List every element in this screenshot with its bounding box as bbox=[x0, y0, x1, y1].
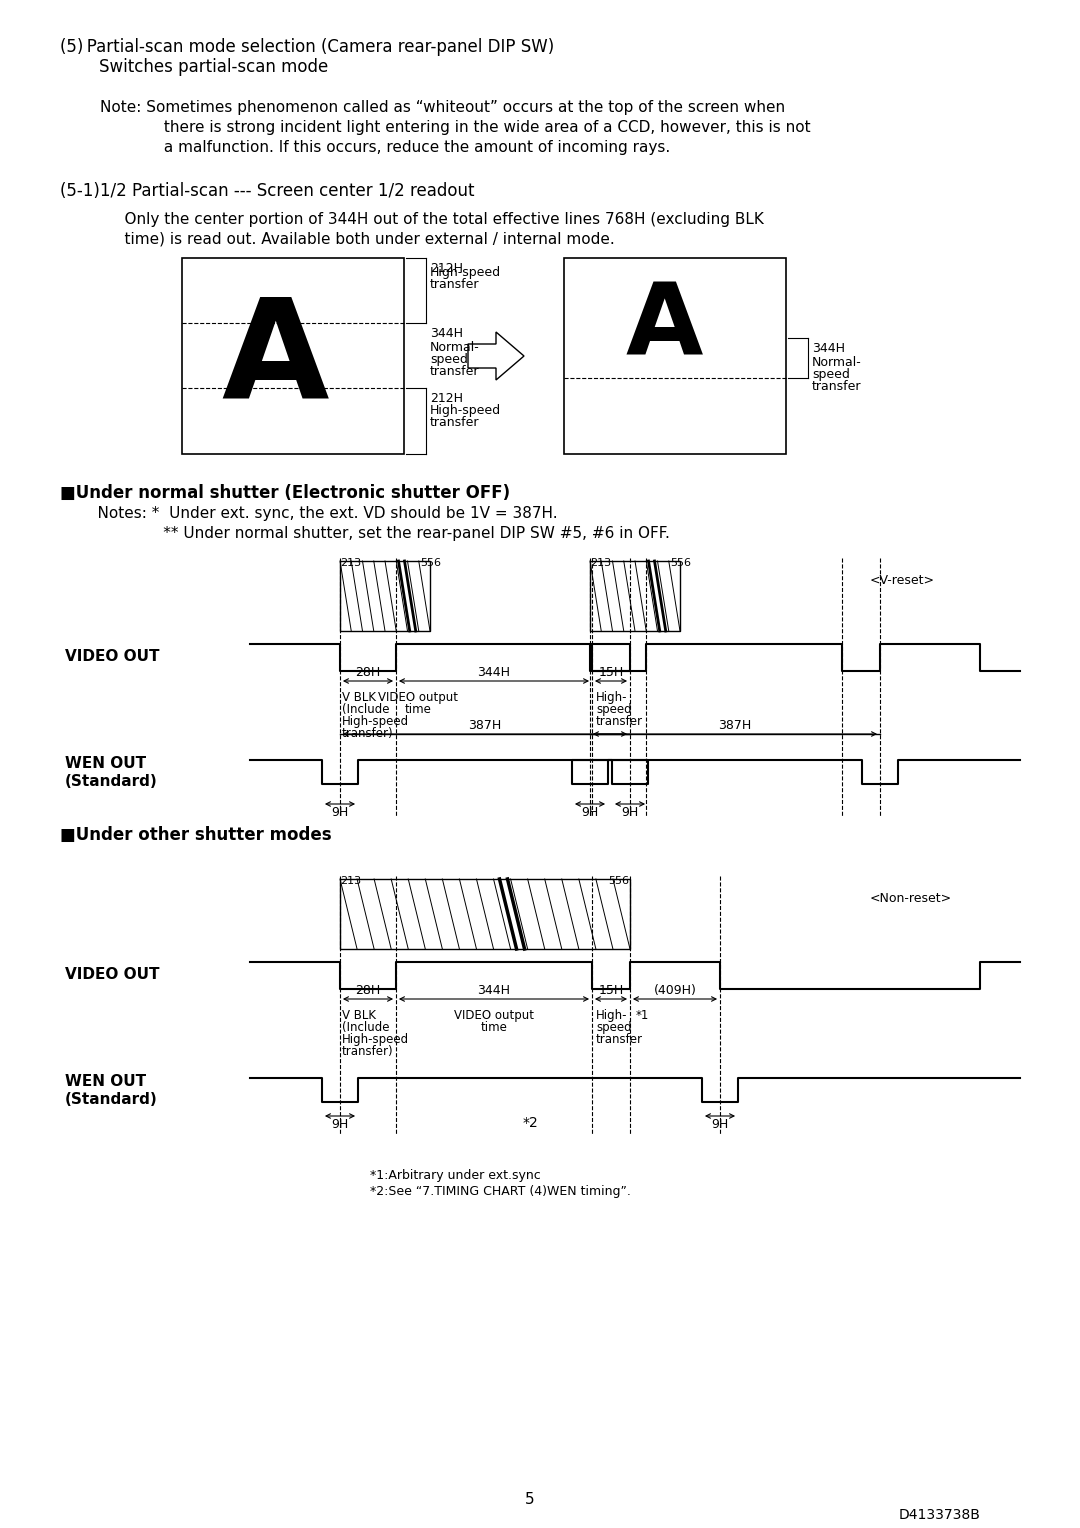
Text: time) is read out. Available both under external / internal mode.: time) is read out. Available both under … bbox=[105, 232, 615, 248]
Text: transfer): transfer) bbox=[342, 727, 393, 740]
Text: 213: 213 bbox=[340, 558, 361, 568]
Text: 556: 556 bbox=[608, 876, 629, 886]
Text: (5-1)1/2 Partial-scan --- Screen center 1/2 readout: (5-1)1/2 Partial-scan --- Screen center … bbox=[60, 182, 474, 200]
Text: (409H): (409H) bbox=[653, 984, 697, 996]
Text: 28H: 28H bbox=[355, 666, 380, 678]
Text: (Standard): (Standard) bbox=[65, 1093, 158, 1106]
Text: speed: speed bbox=[596, 1021, 632, 1034]
Text: a malfunction. If this occurs, reduce the amount of incoming rays.: a malfunction. If this occurs, reduce th… bbox=[120, 141, 671, 154]
Text: transfer: transfer bbox=[430, 365, 480, 377]
Text: transfer: transfer bbox=[596, 715, 643, 727]
Text: 344H: 344H bbox=[812, 342, 845, 354]
Text: (Include: (Include bbox=[342, 703, 390, 717]
Text: High-: High- bbox=[596, 691, 627, 704]
Text: High-speed: High-speed bbox=[430, 403, 501, 417]
Text: 9H: 9H bbox=[712, 1118, 729, 1131]
Text: V BLK: V BLK bbox=[342, 691, 376, 704]
Text: transfer: transfer bbox=[812, 380, 862, 393]
Bar bbox=[340, 561, 430, 631]
Text: 556: 556 bbox=[670, 558, 691, 568]
Text: speed: speed bbox=[596, 703, 632, 717]
Text: time: time bbox=[405, 703, 431, 717]
Bar bbox=[590, 561, 680, 631]
Text: VIDEO output: VIDEO output bbox=[378, 691, 458, 704]
Text: ** Under normal shutter, set the rear-panel DIP SW #5, #6 in OFF.: ** Under normal shutter, set the rear-pa… bbox=[95, 526, 670, 541]
Text: transfer: transfer bbox=[430, 278, 480, 290]
Text: <Non-reset>: <Non-reset> bbox=[870, 892, 953, 905]
Text: transfer: transfer bbox=[596, 1033, 643, 1047]
Text: 212H: 212H bbox=[430, 261, 463, 275]
Text: 28H: 28H bbox=[355, 984, 380, 996]
Text: transfer): transfer) bbox=[342, 1045, 393, 1057]
Text: VIDEO output: VIDEO output bbox=[454, 1008, 534, 1022]
Bar bbox=[183, 258, 404, 454]
Text: A: A bbox=[221, 292, 329, 428]
Text: ■Under other shutter modes: ■Under other shutter modes bbox=[60, 827, 332, 843]
Text: 213: 213 bbox=[340, 876, 361, 886]
Text: Switches partial-scan mode: Switches partial-scan mode bbox=[78, 58, 328, 76]
Text: (Standard): (Standard) bbox=[65, 775, 158, 788]
Text: transfer: transfer bbox=[430, 416, 480, 429]
Text: 387H: 387H bbox=[469, 720, 501, 732]
Text: 212H: 212H bbox=[430, 393, 463, 405]
Text: time: time bbox=[481, 1021, 508, 1034]
Text: speed: speed bbox=[430, 353, 468, 367]
Text: A: A bbox=[625, 278, 703, 374]
Text: D4133738B: D4133738B bbox=[899, 1508, 980, 1522]
Text: *1:Arbitrary under ext.sync: *1:Arbitrary under ext.sync bbox=[370, 1169, 541, 1183]
Text: *2:See “7.TIMING CHART (4)WEN timing”.: *2:See “7.TIMING CHART (4)WEN timing”. bbox=[370, 1186, 631, 1198]
Text: High-: High- bbox=[596, 1008, 627, 1022]
Text: VIDEO OUT: VIDEO OUT bbox=[65, 649, 160, 665]
Text: *2: *2 bbox=[522, 1115, 538, 1131]
Text: (5) Partial-scan mode selection (Camera rear-panel DIP SW): (5) Partial-scan mode selection (Camera … bbox=[60, 38, 554, 57]
Text: 5: 5 bbox=[525, 1491, 535, 1507]
Text: (Include: (Include bbox=[342, 1021, 390, 1034]
Text: <V-reset>: <V-reset> bbox=[870, 575, 935, 587]
Text: High-speed: High-speed bbox=[342, 1033, 409, 1047]
Text: 213: 213 bbox=[590, 558, 611, 568]
Text: 15H: 15H bbox=[598, 984, 623, 996]
Text: VIDEO OUT: VIDEO OUT bbox=[65, 967, 160, 983]
Text: speed: speed bbox=[812, 368, 850, 380]
Text: ■Under normal shutter (Electronic shutter OFF): ■Under normal shutter (Electronic shutte… bbox=[60, 484, 510, 503]
Text: 387H: 387H bbox=[718, 720, 752, 732]
Text: Notes: *  Under ext. sync, the ext. VD should be 1V = 387H.: Notes: * Under ext. sync, the ext. VD sh… bbox=[78, 506, 557, 521]
Text: Only the center portion of 344H out of the total effective lines 768H (excluding: Only the center portion of 344H out of t… bbox=[105, 212, 764, 228]
Text: 344H: 344H bbox=[430, 327, 463, 341]
Bar bbox=[564, 258, 786, 454]
Text: 9H: 9H bbox=[581, 805, 598, 819]
Text: 556: 556 bbox=[420, 558, 441, 568]
Text: High-speed: High-speed bbox=[430, 266, 501, 280]
Text: Normal-: Normal- bbox=[812, 356, 862, 368]
Text: High-speed: High-speed bbox=[342, 715, 409, 727]
Text: 9H: 9H bbox=[621, 805, 638, 819]
Text: 9H: 9H bbox=[332, 1118, 349, 1131]
Text: Normal-: Normal- bbox=[430, 341, 480, 354]
Text: WEN OUT: WEN OUT bbox=[65, 756, 146, 772]
Text: 9H: 9H bbox=[332, 805, 349, 819]
Text: V BLK: V BLK bbox=[342, 1008, 376, 1022]
Text: there is strong incident light entering in the wide area of a CCD, however, this: there is strong incident light entering … bbox=[120, 121, 811, 134]
Text: WEN OUT: WEN OUT bbox=[65, 1074, 146, 1089]
Polygon shape bbox=[468, 332, 524, 380]
Text: 344H: 344H bbox=[477, 666, 511, 678]
Text: *1: *1 bbox=[636, 1008, 649, 1022]
Text: Note: Sometimes phenomenon called as “whiteout” occurs at the top of the screen : Note: Sometimes phenomenon called as “wh… bbox=[100, 99, 785, 115]
Text: 344H: 344H bbox=[477, 984, 511, 996]
Bar bbox=[340, 879, 630, 949]
Text: 15H: 15H bbox=[598, 666, 623, 678]
